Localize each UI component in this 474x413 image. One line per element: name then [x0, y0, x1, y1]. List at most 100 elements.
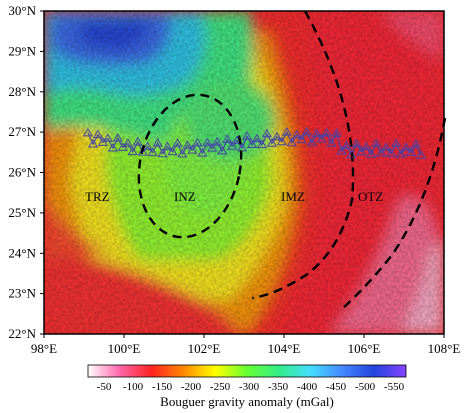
- colorbar-tick-label: -500: [355, 381, 376, 393]
- station-triangle: [197, 147, 208, 157]
- anomaly-raster: [44, 11, 444, 334]
- station-triangle: [301, 126, 312, 136]
- zone-label-otz: OTZ: [358, 189, 383, 204]
- station-triangle: [266, 138, 277, 147]
- station-triangle: [406, 147, 417, 157]
- station-triangle: [296, 134, 307, 144]
- x-tick-label: 108°E: [428, 341, 461, 356]
- colorbar-tick-label: -450: [326, 381, 347, 393]
- station-triangle: [112, 133, 123, 142]
- station-triangle: [157, 148, 168, 158]
- station-triangle: [281, 127, 292, 136]
- station-triangle: [286, 137, 297, 147]
- station-triangle: [261, 128, 272, 138]
- station-triangle: [107, 142, 118, 152]
- station-triangle: [276, 136, 287, 146]
- station-triangle: [326, 138, 337, 147]
- zone-label-inz: INZ: [174, 189, 196, 204]
- station-triangle: [336, 145, 347, 155]
- x-axis: 98°E 100°E 102°E 104°E 106°E 108°E: [31, 334, 460, 356]
- station-triangle: [102, 133, 113, 142]
- station-triangle: [371, 138, 382, 147]
- colorbar-tick-label: -150: [152, 381, 173, 393]
- station-triangle: [386, 148, 397, 157]
- station-triangle: [316, 133, 327, 143]
- y-tick-label: 29°N: [8, 43, 36, 58]
- colorbar-tick-label: -100: [123, 381, 144, 393]
- y-tick-label: 22°N: [8, 326, 36, 341]
- station-triangle: [222, 134, 233, 143]
- imz-boundary: [251, 10, 355, 300]
- colorbar-gradient: [87, 364, 407, 378]
- station-triangle: [147, 147, 158, 157]
- station-triangle: [132, 136, 143, 146]
- station-triangle: [251, 133, 263, 143]
- station-triangle: [92, 129, 103, 139]
- station-triangle: [351, 138, 362, 148]
- zone-label-imz: IMZ: [281, 189, 305, 204]
- station-triangle: [391, 138, 402, 147]
- station-triangle: [127, 146, 138, 156]
- station-triangle: [187, 144, 198, 154]
- x-tick-label: 104°E: [268, 341, 301, 356]
- colorbar-tick-label: -300: [239, 381, 260, 393]
- colorbar-tick-label: -350: [268, 381, 289, 393]
- station-triangle: [306, 137, 317, 147]
- station-triangle: [291, 129, 302, 139]
- station-triangle: [341, 140, 352, 150]
- station-triangle: [331, 128, 342, 137]
- x-tick-label: 98°E: [31, 341, 57, 356]
- station-triangle: [376, 147, 387, 157]
- colorbar-tick-label: -400: [297, 381, 318, 393]
- station-triangle: [227, 141, 238, 150]
- station-triangle: [162, 141, 173, 151]
- station-triangle: [192, 137, 203, 147]
- station-triangle: [137, 146, 148, 156]
- station-triangle: [396, 149, 407, 158]
- station-triangle: [271, 131, 282, 141]
- x-tick-label: 102°E: [188, 341, 221, 356]
- station-triangle: [152, 137, 163, 147]
- station-triangle: [172, 138, 183, 147]
- y-tick-label: 25°N: [8, 205, 36, 220]
- station-triangle: [122, 138, 133, 147]
- otz-boundary: [342, 117, 447, 309]
- station-triangle: [207, 143, 218, 152]
- colorbar: -50 -100 -150 -200 -250 -300 -350 -400 -…: [87, 364, 407, 409]
- station-triangle: [87, 138, 99, 148]
- colorbar-title: Bouguer gravity anomaly (mGal): [160, 394, 334, 409]
- y-tick-label: 26°N: [8, 165, 36, 180]
- station-triangle: [321, 127, 332, 137]
- station-triangle: [241, 131, 253, 140]
- y-tick-label: 27°N: [8, 124, 36, 139]
- station-triangle: [177, 148, 188, 158]
- zone-label-trz: TRZ: [85, 189, 110, 204]
- station-triangle: [356, 146, 367, 156]
- station-triangle: [142, 141, 153, 151]
- station-triangle: [212, 136, 223, 146]
- station-triangle: [401, 142, 412, 151]
- colorbar-tick-label: -550: [384, 381, 405, 393]
- zone-boundaries: [137, 10, 447, 309]
- inz-boundary: [137, 93, 243, 239]
- y-tick-label: 28°N: [8, 84, 36, 99]
- y-tick-label: 30°N: [8, 3, 36, 18]
- y-axis: 30°N 29°N 28°N 27°N 26°N 25°N 24°N 23°N …: [8, 3, 44, 341]
- colorbar-tick-label: -200: [181, 381, 202, 393]
- station-triangle: [256, 139, 268, 149]
- station-triangle: [82, 127, 94, 137]
- station-triangle: [182, 140, 193, 149]
- colorbar-tick-label: -250: [210, 381, 231, 393]
- station-triangle: [311, 128, 322, 138]
- station-triangle: [202, 137, 213, 147]
- station-triangle: [381, 142, 392, 151]
- station-triangle: [217, 145, 228, 155]
- station-triangle: [246, 139, 258, 148]
- station-triangle: [366, 149, 377, 158]
- station-triangle: [415, 150, 427, 159]
- station-triangle: [167, 146, 178, 156]
- y-tick-label: 24°N: [8, 245, 36, 260]
- station-triangle: [361, 141, 372, 151]
- x-tick-label: 100°E: [108, 341, 141, 356]
